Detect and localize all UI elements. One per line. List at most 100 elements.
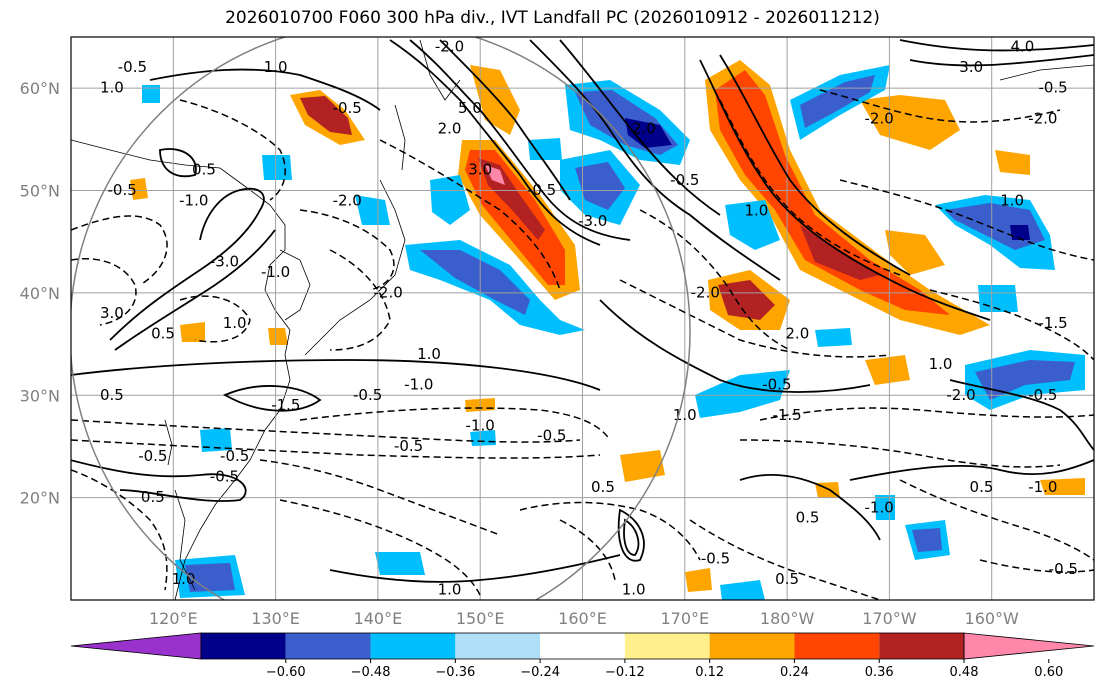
contour-label: -0.5 <box>118 58 147 76</box>
contour-label: -2.0 <box>1028 109 1057 127</box>
colorbar: −0.60 −0.48 −0.36 −0.24 −0.12 0.12 0.24 0.36 0.4… <box>70 632 1095 680</box>
contour-label: 2.0 <box>438 120 462 138</box>
shade-cool-region <box>912 528 942 552</box>
contour-dashed <box>299 407 611 441</box>
colorbar-tick-label: −0.48 <box>351 665 391 680</box>
shade-cool-region <box>420 250 530 315</box>
contour-dashed <box>71 258 137 326</box>
shade-cool-region <box>720 580 765 600</box>
contour-solid <box>559 39 721 216</box>
contour-label: -0.5 <box>138 447 167 465</box>
lon-tick-label: 140°E <box>354 609 403 628</box>
colorbar-segment <box>624 633 710 659</box>
colorbar-high-extension <box>963 632 1095 660</box>
contour-label: -2.0 <box>865 109 894 127</box>
shade-warm-region <box>885 230 945 275</box>
colorbar-tick-label: −0.60 <box>266 665 306 680</box>
contour-dashed <box>179 295 251 343</box>
shade-cool-region <box>625 118 672 148</box>
longitude-labels: 120°E 130°E 140°E 150°E 160°E 170°E 180°W 170°W… <box>149 609 1019 628</box>
shade-cool-region <box>430 175 470 225</box>
shade-warm-region <box>718 280 775 320</box>
contour-label: -0.5 <box>762 376 791 394</box>
contour-label: 0.5 <box>192 161 216 179</box>
shade-cool-region <box>528 138 562 160</box>
coastline-korea <box>279 249 311 321</box>
contour-dashed <box>71 439 601 459</box>
coastline-sakhalin <box>394 104 406 171</box>
contour-label-layer: -0.5 1.0 1.0 -0.5 -2.0 5.0 3.0 2.0 2.0 -0.5 1.0 -3.… <box>100 38 1078 599</box>
contour-label: 3.0 <box>468 161 492 179</box>
contour-label: 0.5 <box>591 478 615 496</box>
contour-label: -3.0 <box>578 212 607 230</box>
contour-label: 0.5 <box>775 570 799 588</box>
lat-tick-label: 50°N <box>20 182 60 201</box>
contour-solid <box>849 459 1094 481</box>
contour-solid <box>617 508 645 562</box>
contour-label: 1.0 <box>438 580 462 598</box>
contour-dashed <box>899 479 1094 561</box>
shade-warm-region <box>485 165 505 185</box>
contour-label: 5.0 <box>458 99 482 117</box>
contour-label: 2.0 <box>785 324 809 342</box>
contour-label: -1.0 <box>404 376 433 394</box>
shade-warm-region <box>268 328 288 345</box>
contour-label: -2.0 <box>691 283 720 301</box>
coastline-asia <box>71 139 291 600</box>
contour-label: -1.5 <box>271 396 300 414</box>
contour-label: -0.5 <box>537 427 566 445</box>
colorbar-tick-label: −0.12 <box>605 665 645 680</box>
contour-solid <box>109 187 265 341</box>
contour-label: 1.0 <box>744 202 768 220</box>
contour-dashed <box>639 209 791 351</box>
contour-label: -0.5 <box>1049 560 1078 578</box>
contour-solid <box>439 39 571 201</box>
contour-label: 4.0 <box>1010 38 1034 56</box>
contour-label: 1.0 <box>417 345 441 363</box>
contour-dashed <box>619 279 891 358</box>
shade-cool-region <box>978 285 1018 312</box>
lon-tick-label: 160°E <box>558 609 607 628</box>
contour-label: -1.0 <box>1028 478 1057 496</box>
contour-label: -0.5 <box>670 171 699 189</box>
colorbar-low-extension <box>70 632 202 660</box>
contour-label: -0.5 <box>394 437 423 455</box>
shade-cool-region <box>975 360 1075 400</box>
contour-dashed <box>719 99 901 276</box>
shade-warm-region <box>995 150 1030 175</box>
contour-solid <box>719 54 911 276</box>
contour-label: -1.0 <box>179 191 208 209</box>
contour-label: 0.5 <box>141 488 165 506</box>
contour-solid <box>599 299 871 393</box>
contour-label: -0.5 <box>701 550 730 568</box>
latitude-labels: 20°N 30°N 40°N 50°N 60°N <box>20 79 60 507</box>
contour-label: 1.0 <box>1000 191 1024 209</box>
map-frame <box>70 36 1095 601</box>
contour-label: 1.0 <box>929 355 953 373</box>
colorbar-segment <box>455 633 541 659</box>
contour-label: -0.5 <box>333 99 362 117</box>
contour-dashed <box>979 559 1094 573</box>
lon-tick-label: 170°W <box>862 609 917 628</box>
shade-cool-region <box>185 563 235 592</box>
colorbar-tick-label: −0.36 <box>435 665 475 680</box>
contour-label: -3.0 <box>210 253 239 271</box>
contour-label: -2.0 <box>333 191 362 209</box>
contour-label: 1.0 <box>100 79 124 97</box>
colorbar-segment <box>370 633 456 659</box>
lon-tick-label: 120°E <box>149 609 198 628</box>
shaded-anomaly-layer <box>130 60 1085 600</box>
contour-dashed <box>559 519 616 581</box>
contour-solid <box>389 39 601 246</box>
contour-dashed <box>71 419 581 443</box>
contour-solid <box>222 385 322 412</box>
contour-solid <box>149 68 381 111</box>
contour-dashed <box>71 469 168 591</box>
contour-dashed <box>299 209 395 291</box>
shade-cool-region <box>262 155 292 180</box>
contour-dashed <box>819 89 1061 123</box>
lat-tick-label: 40°N <box>20 284 60 303</box>
contour-solid <box>949 379 1094 451</box>
contour-dashed <box>929 289 1094 361</box>
lat-tick-label: 20°N <box>20 489 60 508</box>
